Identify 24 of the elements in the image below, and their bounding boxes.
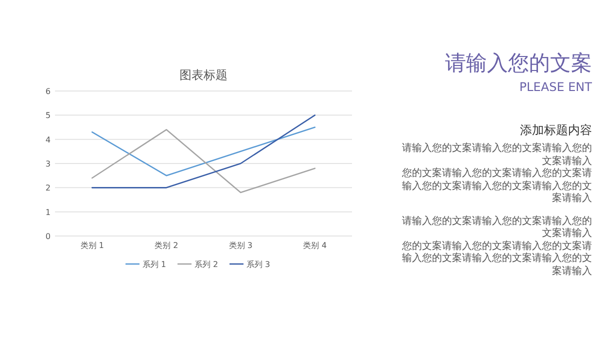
y-tick-label: 3	[45, 160, 51, 168]
text: 请输入您的文案请输入您的文案请输入您的文案请输入	[402, 143, 592, 168]
text: 您的文案请输入您的文案请输入您的文案请输入您的文案请输入您的文案请输入您的文案请输入	[402, 168, 592, 206]
text: PLEASE ENT	[518, 80, 592, 94]
text: 请输入您的文案	[444, 50, 592, 76]
y-tick-label: 0	[45, 232, 51, 241]
y-tick-label: 6	[45, 87, 51, 96]
text: 请输入您的文案请输入您的文案请输入您的文案请输入	[402, 216, 592, 240]
text: 您的文案请输入您的文案请输入您的文案请输入您的文案请输入您的文案请输入您的文案请输入	[402, 240, 592, 278]
y-tick-label: 4	[45, 135, 51, 144]
x-tick-label: 类别 2	[154, 241, 178, 250]
x-tick-label: 类别 3	[228, 241, 252, 250]
legend-label: 系列 1	[142, 260, 166, 269]
line-series	[91, 129, 316, 194]
text: 添加标题内容	[519, 122, 592, 139]
legend-label: 系列 3	[246, 260, 270, 269]
line-series	[91, 126, 316, 176]
y-tick-label: 2	[45, 184, 51, 193]
y-tick-label: 1	[45, 208, 51, 217]
x-tick-label: 类别 1	[80, 241, 104, 250]
x-tick-label: 类别 4	[303, 241, 327, 250]
legend-label: 系列 2	[194, 260, 218, 269]
chart-title: 图表标题	[180, 68, 228, 82]
y-tick-label: 5	[45, 111, 51, 120]
